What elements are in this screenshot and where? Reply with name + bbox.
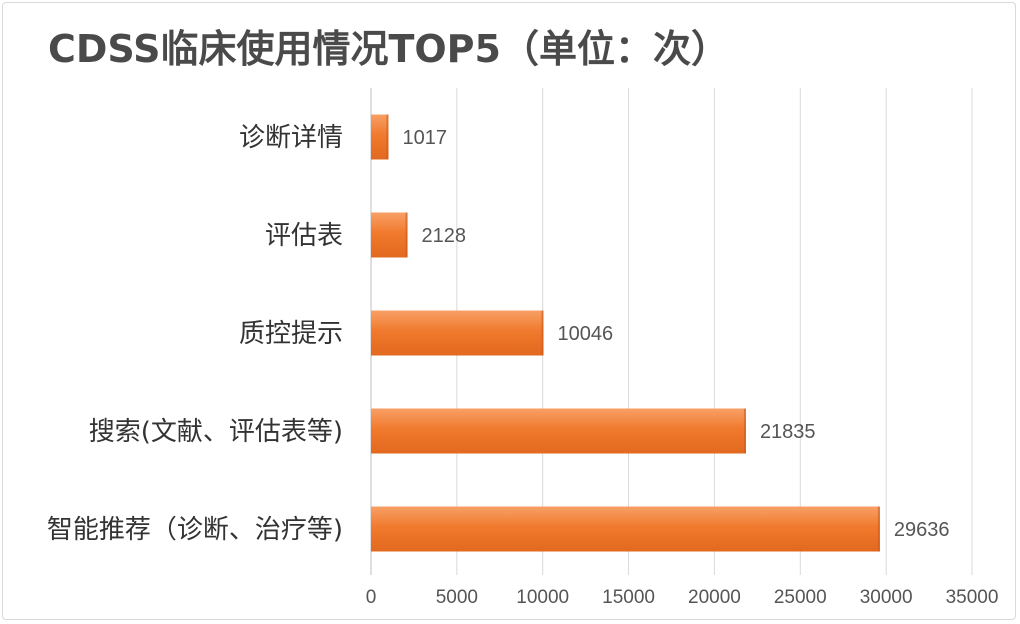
category-label: 搜索(文献、评估表等) [89,417,343,447]
bar-edge [386,114,389,160]
bar [371,506,880,552]
x-tick-label: 25000 [774,587,827,608]
data-label: 10046 [558,323,614,345]
x-tick-label: 10000 [516,587,569,608]
bar-edge [541,310,544,356]
x-tick-label: 5000 [436,587,478,608]
category-label: 质控提示 [239,319,343,349]
bar-edge [877,506,880,552]
data-label: 2128 [422,225,467,247]
bars [371,114,880,552]
bar [371,310,544,356]
x-tick-label: 35000 [946,587,999,608]
chart-title: CDSS临床使用情况TOP5（单位：次） [48,27,729,71]
data-label: 29636 [894,519,950,541]
x-tick-label: 30000 [860,587,913,608]
category-label: 评估表 [265,221,343,251]
x-tick-label: 0 [366,587,377,608]
data-label: 21835 [760,421,816,443]
bar-edge [743,408,746,454]
bar-edge [405,212,408,258]
category-label: 诊断详情 [239,123,343,153]
x-tick-label: 15000 [602,587,655,608]
bar [371,212,408,258]
labels: 0 5000 10000 15000 20000 25000 30000 35000 1017 诊… [47,123,999,608]
bar [371,114,389,160]
x-tick-label: 20000 [688,587,741,608]
category-label: 智能推荐（诊断、治疗等) [47,515,343,545]
bar [371,408,746,454]
data-label: 1017 [402,127,447,149]
